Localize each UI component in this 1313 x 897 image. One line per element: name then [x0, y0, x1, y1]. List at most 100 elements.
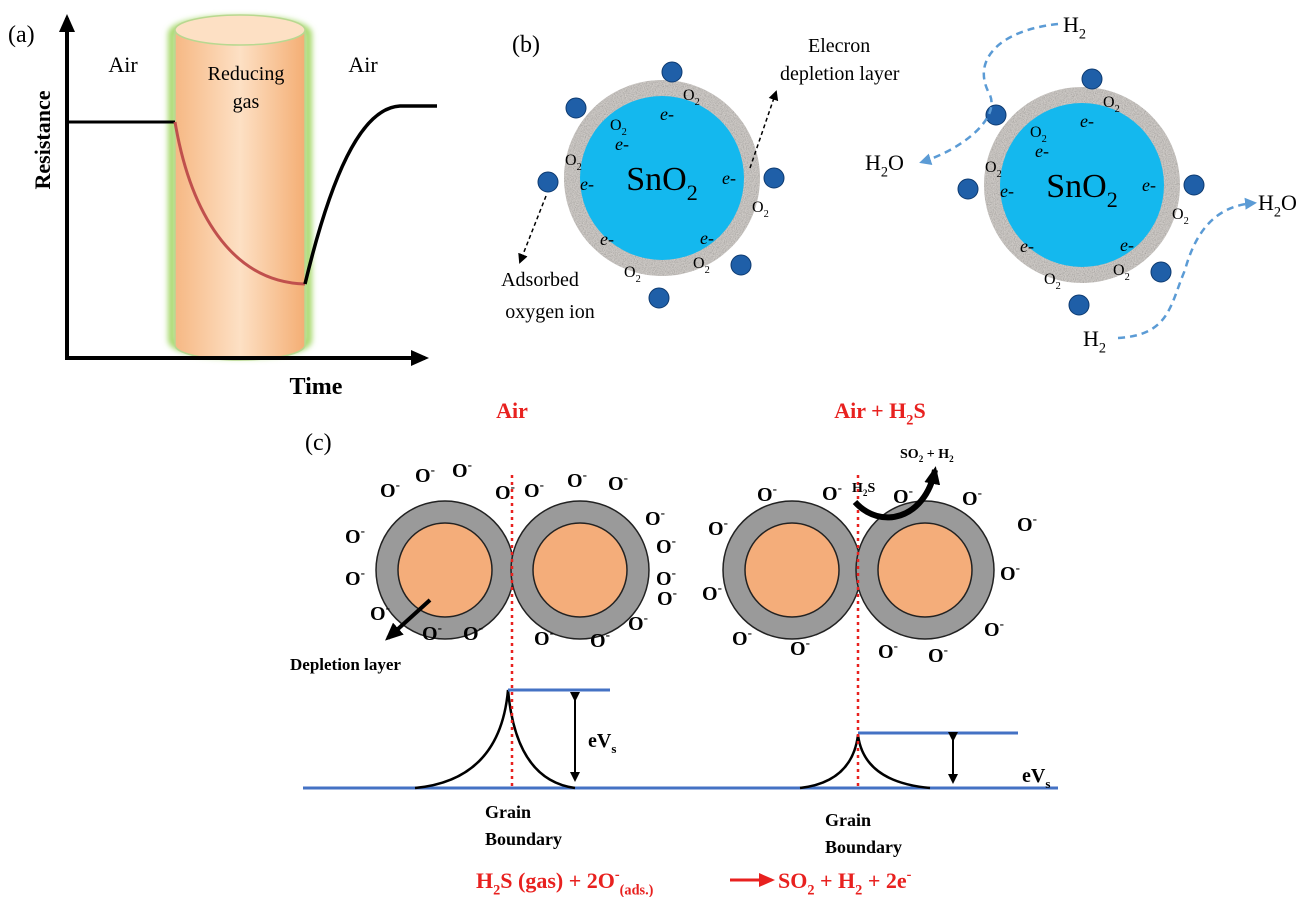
text-part: Air + H — [834, 398, 906, 423]
text-part: - — [718, 580, 722, 595]
text-part: (b) — [512, 32, 540, 58]
text-part: e- — [600, 229, 614, 249]
axis-label: Resistance — [30, 90, 55, 189]
grain-core — [533, 523, 627, 617]
annotation: Elecron — [808, 35, 870, 57]
text-part: O — [345, 568, 361, 590]
text-part: Boundary — [825, 837, 902, 857]
text-part: e- — [660, 104, 674, 124]
text-part: - — [479, 620, 483, 635]
annotation: Adsorbed — [501, 269, 579, 291]
text-part: Depletion layer — [290, 655, 401, 674]
text-part: 2 — [997, 169, 1002, 180]
text-part: - — [944, 642, 948, 657]
text-part: - — [661, 505, 665, 520]
text-part: S (gas) + 2O — [500, 868, 615, 893]
text-part: - — [431, 462, 435, 477]
text-part: O — [888, 150, 904, 175]
text-part: - — [672, 565, 676, 580]
panel-b: (b)SnO2O2e-O2e-O2e-e-O2e-O2O2e-SnO2O2e-O… — [501, 12, 1297, 357]
text-part: O — [702, 583, 718, 605]
electron-label: e- — [600, 229, 614, 249]
text-part: H — [1063, 12, 1079, 37]
ion-label: O- — [657, 585, 677, 610]
text-part: 2 — [1125, 272, 1130, 283]
text-part: O — [452, 460, 468, 482]
barrier-label: eVs — [588, 730, 616, 756]
text-part: H — [852, 481, 863, 496]
text-part: O — [693, 255, 705, 272]
ion-label: O- — [345, 565, 365, 590]
text-part: SO — [778, 868, 807, 893]
text-part: - — [1000, 616, 1004, 631]
text-part: 2 — [687, 180, 698, 205]
ion-label: O- — [463, 620, 483, 645]
text-part: O — [790, 638, 806, 660]
annotation: Grain — [485, 802, 531, 822]
text-part: H — [1083, 326, 1099, 351]
text-part: O — [985, 159, 997, 176]
text-part: 2 — [807, 883, 814, 897]
text-part: S — [867, 481, 875, 496]
oxygen-ion — [958, 179, 978, 199]
text-part: e- — [1035, 141, 1049, 161]
text-part: Air — [496, 398, 528, 423]
text-part: Reducing — [208, 63, 285, 85]
text-part: O — [624, 264, 636, 281]
ion-label: O- — [380, 477, 400, 502]
annotation: SO2 + H2 — [900, 447, 954, 464]
text-part: Time — [290, 374, 343, 400]
text-part: O — [1030, 124, 1042, 141]
electron-label: e- — [1080, 111, 1094, 131]
text-part: Resistance — [30, 90, 55, 189]
text-part: O — [463, 623, 479, 645]
oxygen-ion — [1082, 69, 1102, 89]
text-part: - — [748, 625, 752, 640]
text-part: Grain — [485, 802, 531, 822]
ion-label: O- — [645, 505, 665, 530]
annotation-arrow — [520, 196, 546, 262]
text-part: O — [370, 603, 386, 625]
text-part: O — [656, 536, 672, 558]
text-part: 2 — [949, 454, 954, 464]
text-part: e- — [722, 168, 736, 188]
region-label: gas — [233, 91, 260, 113]
oxygen-label: O2 — [752, 199, 769, 220]
text-part: H — [1258, 190, 1274, 215]
text-part: - — [806, 635, 810, 650]
ion-label: O- — [1000, 560, 1020, 585]
electron-label: e- — [615, 134, 629, 154]
text-part: - — [773, 481, 777, 496]
text-part: O — [608, 473, 624, 495]
ion-label: O- — [702, 580, 722, 605]
ion-label: O- — [732, 625, 752, 650]
h2o-label: H2O — [1258, 190, 1297, 221]
text-part: O — [415, 465, 431, 487]
text-part: 2 — [577, 162, 582, 173]
grain-core — [878, 523, 972, 617]
text-part: - — [606, 627, 610, 642]
text-part: O — [984, 619, 1000, 641]
electron-label: e- — [660, 104, 674, 124]
text-part: 2 — [705, 265, 710, 276]
text-part: H — [476, 868, 493, 893]
text-part: - — [894, 638, 898, 653]
oxygen-ion — [649, 288, 669, 308]
electron-label: e- — [700, 228, 714, 248]
annotation: Boundary — [485, 829, 562, 849]
text-part: 2 — [764, 209, 769, 220]
panel-label: (b) — [512, 32, 540, 58]
text-part: s — [611, 741, 616, 756]
text-part: - — [511, 479, 515, 494]
text-part: 2 — [1099, 341, 1106, 357]
text-part: - — [673, 585, 677, 600]
text-part: O — [1017, 514, 1033, 536]
text-part: - — [386, 600, 390, 615]
text-part: O — [534, 628, 550, 650]
annotation: oxygen ion — [505, 301, 594, 323]
text-part: e- — [1000, 181, 1014, 201]
text-part: 2 — [1274, 205, 1281, 221]
text-part: - — [615, 867, 620, 883]
condition-title: Air — [496, 398, 528, 423]
text-part: S — [913, 398, 925, 423]
